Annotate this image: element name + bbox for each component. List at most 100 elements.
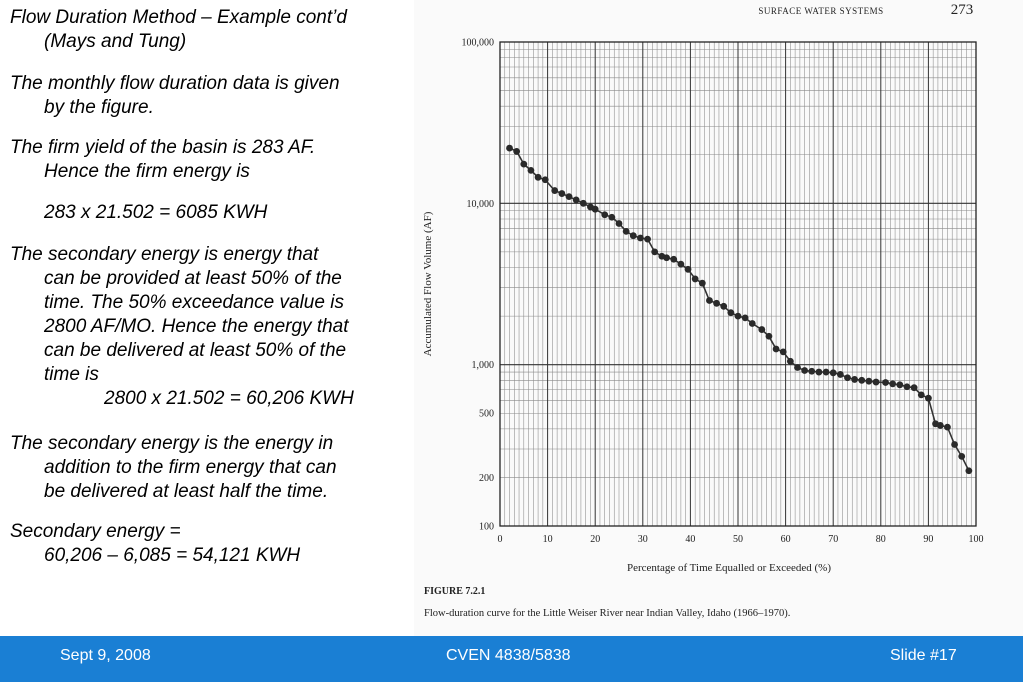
data-point bbox=[663, 254, 670, 262]
major-gridlines bbox=[499, 42, 977, 527]
data-point bbox=[851, 376, 859, 383]
flow-duration-chart: SURFACE WATER SYSTEMS 273 100,00010,0001… bbox=[422, 2, 984, 619]
x-tick-label: 100 bbox=[969, 534, 984, 545]
data-point bbox=[579, 199, 587, 207]
data-point bbox=[651, 248, 659, 256]
y-tick-label: 500 bbox=[479, 409, 494, 420]
text-line: time. The 50% exceedance value is bbox=[44, 292, 344, 313]
data-point bbox=[534, 173, 542, 181]
data-point bbox=[882, 379, 889, 386]
data-point bbox=[601, 211, 609, 219]
data-point bbox=[903, 383, 911, 391]
data-point bbox=[865, 377, 873, 385]
footer-course: CVEN 4838/5838 bbox=[446, 647, 571, 664]
data-point bbox=[572, 196, 580, 204]
data-point bbox=[772, 345, 780, 353]
data-point bbox=[917, 391, 925, 399]
text-line: 283 x 21.502 = 6085 KWH bbox=[44, 202, 268, 223]
data-point bbox=[801, 367, 809, 374]
x-tick-labels: 0 10 20 30 40 50 60 70 80 90 100 bbox=[498, 534, 984, 545]
data-point bbox=[684, 265, 692, 273]
data-point bbox=[541, 176, 549, 184]
x-axis-label: Percentage of Time Equalled or Exceeded … bbox=[627, 562, 831, 574]
x-tick-label: 70 bbox=[828, 534, 838, 545]
data-point bbox=[858, 376, 866, 384]
data-point bbox=[644, 235, 651, 243]
data-point bbox=[786, 357, 794, 365]
data-point bbox=[889, 380, 897, 388]
x-tick-label: 80 bbox=[876, 534, 886, 545]
text-line: The firm yield of the basin is 283 AF. bbox=[10, 137, 316, 158]
data-point bbox=[765, 332, 773, 340]
data-point bbox=[741, 314, 749, 322]
text-line: 60,206 – 6,085 = 54,121 KWH bbox=[44, 545, 301, 566]
data-point bbox=[629, 232, 637, 240]
x-tick-label: 20 bbox=[590, 534, 600, 545]
x-tick-label: 30 bbox=[638, 534, 648, 545]
data-point bbox=[615, 220, 623, 227]
data-point bbox=[794, 364, 801, 371]
text-line: 2800 AF/MO. Hence the energy that bbox=[44, 316, 349, 337]
slide-footer: Sept 9, 2008 CVEN 4838/5838 Slide #17 bbox=[0, 636, 1023, 682]
y-axis-label: Accumulated Flow Volume (AF) bbox=[422, 211, 434, 356]
data-point bbox=[925, 394, 932, 402]
data-point bbox=[527, 167, 535, 174]
y-tick-label: 200 bbox=[479, 473, 494, 484]
data-point bbox=[565, 193, 573, 201]
paragraph-secondary-definition: The secondary energy is the energy in ad… bbox=[10, 432, 414, 504]
data-point bbox=[551, 187, 559, 194]
data-point bbox=[591, 205, 599, 213]
data-point bbox=[734, 312, 742, 320]
text-line: Hence the firm energy is bbox=[44, 161, 250, 182]
slide-text-panel: Flow Duration Method – Example cont’d (M… bbox=[0, 0, 414, 636]
data-point bbox=[706, 297, 713, 304]
text-line: The monthly flow duration data is given bbox=[10, 73, 340, 94]
text-line: be delivered at least half the time. bbox=[44, 481, 329, 502]
data-point bbox=[829, 369, 837, 377]
footer-slide-number: Slide #17 bbox=[890, 647, 957, 664]
data-point bbox=[958, 453, 966, 460]
data-point bbox=[748, 320, 756, 327]
data-point bbox=[815, 368, 823, 376]
data-point bbox=[506, 144, 513, 152]
text-line: time is bbox=[44, 364, 99, 385]
text-line: can be provided at least 50% of the bbox=[44, 268, 342, 289]
data-points bbox=[506, 144, 973, 475]
data-point bbox=[872, 378, 880, 386]
text-line: Secondary energy = bbox=[10, 521, 181, 542]
book-running-header: SURFACE WATER SYSTEMS bbox=[758, 6, 883, 16]
data-point bbox=[713, 299, 720, 307]
x-tick-label: 10 bbox=[543, 534, 553, 545]
data-point bbox=[822, 368, 830, 376]
data-point bbox=[965, 467, 973, 475]
text-line: 2800 x 21.502 = 60,206 KWH bbox=[104, 388, 354, 409]
data-point bbox=[910, 384, 918, 392]
textbook-scan: SURFACE WATER SYSTEMS 273 100,000 10,000 1… bbox=[414, 0, 1023, 636]
figure-label: FIGURE 7.2.1 bbox=[424, 586, 485, 597]
y-tick-label: 10,000 bbox=[467, 199, 495, 210]
text-line: The secondary energy is the energy in bbox=[10, 433, 334, 454]
data-point bbox=[896, 381, 904, 389]
text-line: The secondary energy is energy that bbox=[10, 244, 319, 265]
text-line: by the figure. bbox=[44, 97, 154, 118]
data-point bbox=[836, 371, 844, 378]
data-point bbox=[670, 255, 678, 263]
data-point bbox=[691, 275, 699, 283]
data-point bbox=[727, 309, 735, 317]
text-line: Flow Duration Method – Example cont’d bbox=[10, 7, 347, 28]
text-line: (Mays and Tung) bbox=[44, 31, 187, 52]
data-point bbox=[758, 326, 766, 333]
book-page-number: 273 bbox=[951, 2, 974, 18]
data-point bbox=[677, 260, 685, 268]
paragraph-title: Flow Duration Method – Example cont’d (M… bbox=[10, 6, 414, 54]
data-point bbox=[936, 422, 944, 429]
data-point bbox=[622, 227, 630, 235]
x-tick-label: 0 bbox=[498, 534, 503, 545]
data-point bbox=[951, 441, 958, 448]
y-tick-label: 100 bbox=[479, 522, 494, 533]
figure-caption: Flow-duration curve for the Little Weise… bbox=[424, 608, 790, 619]
x-tick-label: 60 bbox=[781, 534, 791, 545]
text-line: can be delivered at least 50% of the bbox=[44, 340, 347, 361]
x-tick-label: 50 bbox=[733, 534, 743, 545]
x-tick-label: 90 bbox=[923, 534, 933, 545]
